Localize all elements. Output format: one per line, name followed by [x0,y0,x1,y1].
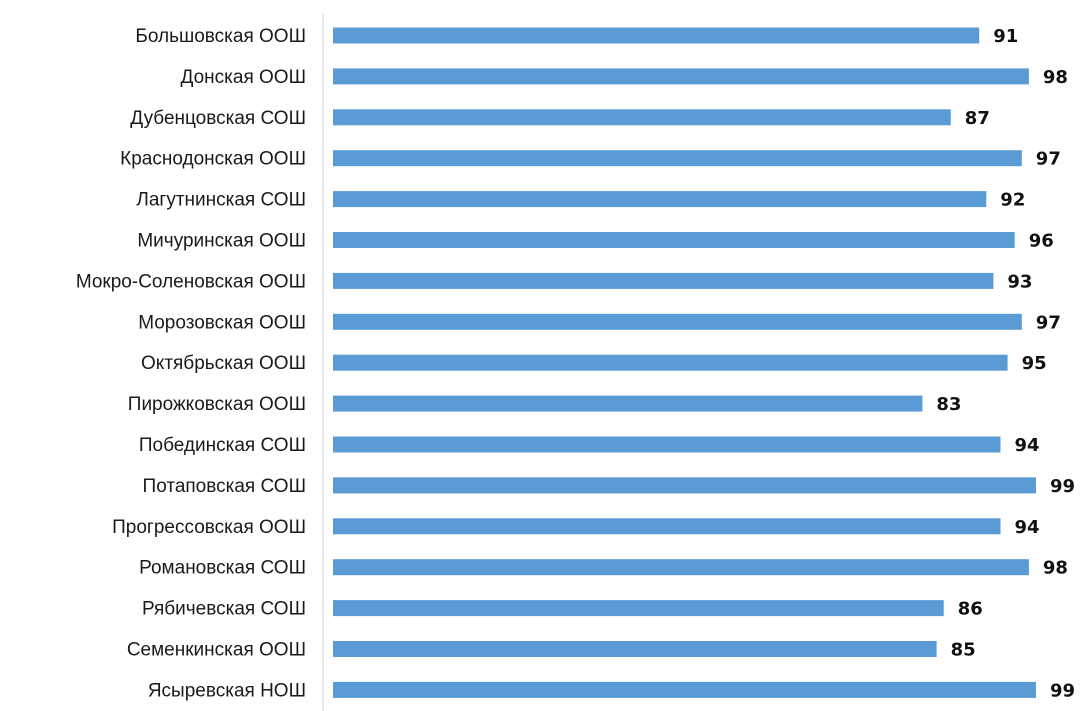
category-label: Прогрессовская ООШ [112,517,306,538]
bar-3 [333,109,951,126]
value-label: 91 [993,26,1018,47]
value-label: 98 [1043,558,1068,579]
category-label: Романовская СОШ [139,558,306,579]
bar-9 [333,354,1008,371]
category-label: Большовская ООШ [135,26,306,47]
value-label: 97 [1036,312,1061,333]
category-label: Мичуринская ООШ [137,231,306,252]
bar-10 [333,395,923,412]
value-label: 93 [1007,271,1032,292]
category-label: Ясыревская НОШ [148,680,306,701]
bar-1 [333,27,980,44]
category-label: Пирожковская ООШ [128,394,306,415]
category-labels-group: Большовская ООШ Донская ООШ Дубенцовская С… [76,26,306,701]
category-label: Морозовская ООШ [138,312,306,333]
category-label: Семенкинская ООШ [127,640,306,661]
category-label: Дубенцовская СОШ [130,108,306,129]
value-label: 83 [936,394,961,415]
bar-8 [333,313,1022,330]
bar-15 [333,600,944,617]
category-label: Побединская СОШ [139,435,306,456]
value-label: 94 [1015,517,1040,538]
bar-12 [333,477,1036,494]
value-label: 99 [1050,680,1075,701]
bar-16 [333,641,937,657]
value-label: 97 [1036,149,1061,170]
category-label: Краснодонская ООШ [120,149,306,170]
bar-5 [333,191,987,208]
value-label: 98 [1043,67,1068,88]
value-label: 92 [1000,190,1025,211]
category-label: Донская ООШ [181,67,306,88]
category-label: Рябичевская СОШ [142,599,306,620]
bars-group [333,27,1036,698]
bar-14 [333,559,1029,576]
value-label: 95 [1022,353,1047,374]
bar-6 [333,232,1015,248]
category-label: Мокро-Соленовская ООШ [76,271,306,292]
value-label: 94 [1015,435,1040,456]
category-label: Потаповская СОШ [143,476,306,497]
value-label: 85 [951,640,976,661]
bar-17 [333,681,1036,698]
bar-7 [333,272,994,289]
category-label: Лагутнинская СОШ [136,190,306,211]
bar-13 [333,518,1001,535]
bar-11 [333,436,1001,453]
value-label: 87 [965,108,990,129]
bar-4 [333,150,1022,167]
category-label: Октябрьская ООШ [141,353,306,374]
bar-2 [333,68,1029,85]
value-label: 99 [1050,476,1075,497]
value-label: 86 [958,599,983,620]
value-label: 96 [1029,231,1054,252]
